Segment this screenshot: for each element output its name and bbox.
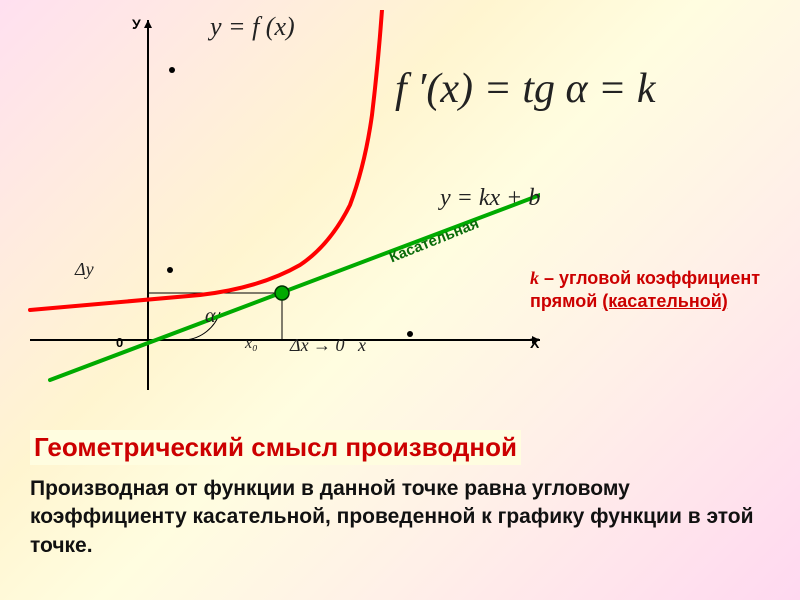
x0-label: x₀ (245, 335, 258, 353)
title-block: Геометрический смысл производной Произво… (30, 430, 770, 560)
delta-x-label: Δx → 0 (290, 335, 345, 356)
alpha-label: α (205, 305, 216, 328)
k-description: k – угловой коэффициент прямой (касатель… (530, 267, 780, 312)
x-axis-label: Х (530, 335, 539, 351)
k-letter: k (530, 268, 539, 288)
page-body: Производная от функции в данной точке ра… (30, 475, 770, 560)
k-text-tangent: (касательной) (602, 291, 728, 311)
equation-tangent-line: y = kx + b (440, 185, 540, 212)
x-point-label: x (358, 335, 366, 356)
delta-y-label: Δy (75, 259, 94, 280)
equation-derivative: f ′(x) = tg α = k (395, 65, 656, 113)
equation-main: y = f (x) (210, 12, 295, 42)
page-title: Геометрический смысл производной (30, 430, 521, 465)
y-axis-label: У (132, 16, 141, 32)
origin-label: 0 (116, 335, 123, 350)
